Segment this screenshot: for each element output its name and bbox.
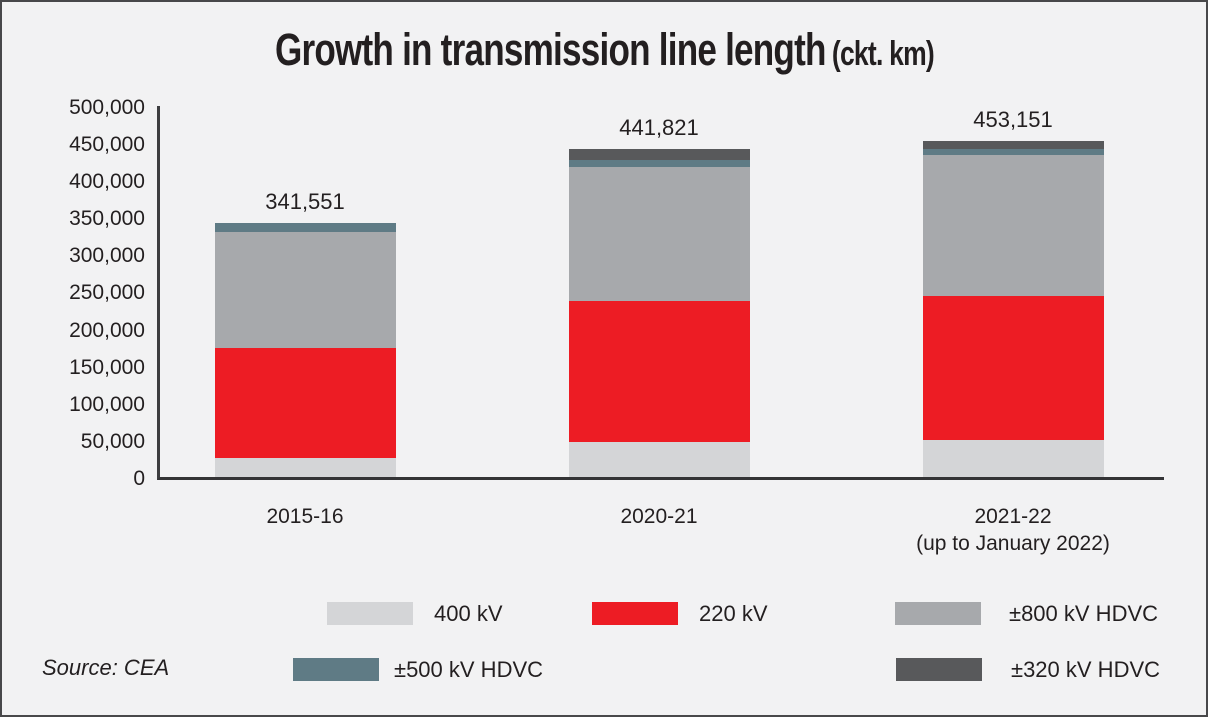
y-axis-tick-label: 100,000 [69,393,145,416]
bar-segment-±800-kv-hdvc [569,167,750,301]
legend-label-400-kv: 400 kV [434,601,503,626]
x-axis-category-line: 2020-21 [620,505,698,528]
stacked-bar-2021-22 [923,141,1104,477]
x-axis-category-label: 2015-16 [175,503,435,530]
bar-segment-±800-kv-hdvc [923,155,1104,296]
y-axis: 500,000 450,000 400,000 350,000 300,000 250,0… [22,2,145,715]
stacked-bar-2020-21 [569,149,750,477]
legend-swatch-±320-kv-hdvc [896,658,982,681]
y-axis-tick-label: 0 [133,467,145,490]
bar-segment-±500-kv-hdvc [215,223,396,232]
legend-swatch-220-kv [592,602,678,625]
y-axis-tick-label: 150,000 [69,356,145,379]
legend-swatch-±500-kv-hdvc [293,658,379,681]
bar-total-label: 453,151 [973,107,1053,132]
legend-swatch-400-kv [327,602,413,625]
bar-segment-220-kv [215,348,396,458]
x-axis-category-label: 2021-22 (up to January 2022) [883,503,1143,557]
plot-area: 341,551 441,821 453,151 [157,106,1164,480]
y-axis-tick-label: 200,000 [69,319,145,342]
y-axis-tick-label: 300,000 [69,244,145,267]
chart-title-unit: (ckt. km) [831,35,934,73]
legend-swatch-±800-kv-hdvc [895,602,981,625]
bar-segment-400-kv [215,458,396,477]
x-axis-category-line: 2015-16 [266,505,344,528]
bar-total-label: 441,821 [619,115,699,140]
x-axis-category-label: 2020-21 [529,503,789,530]
chart-title-inner: Growth in transmission line length (ckt. … [274,24,934,76]
y-axis-tick-label: 400,000 [69,170,145,193]
y-axis-tick-label: 500,000 [69,96,145,119]
x-axis-category-line: 2021-22 [974,505,1052,528]
bar-segment-220-kv [923,296,1104,440]
bar-segment-±500-kv-hdvc [569,160,750,167]
chart-title-text: Growth in transmission line length [274,24,826,75]
bar-segment-400-kv [923,440,1104,477]
y-axis-tick-label: 250,000 [69,281,145,304]
bar-segment-400-kv [569,442,750,477]
bar-segment-±800-kv-hdvc [215,232,396,348]
legend-label-±500-kv-hdvc: ±500 kV HDVC [394,657,544,682]
x-axis-category-line: (up to January 2022) [916,532,1110,555]
y-axis-tick-label: 350,000 [69,207,145,230]
bar-total-label: 341,551 [265,189,345,214]
bar-segment-±320-kv-hdvc [923,141,1104,149]
stacked-bar-2015-16 [215,223,396,477]
bar-segment-±500-kv-hdvc [923,149,1104,155]
legend-label-±800-kv-hdvc: ±800 kV HDVC [1009,601,1159,626]
bar-segment-±320-kv-hdvc [569,149,750,160]
chart-title: Growth in transmission line length (ckt. … [2,24,1206,76]
bar-segment-220-kv [569,301,750,442]
legend-label-220-kv: 220 kV [699,601,768,626]
legend-label-±320-kv-hdvc: ±320 kV HDVC [1011,657,1161,682]
source-note: Source: CEA [42,655,170,680]
y-axis-tick-label: 50,000 [80,430,145,453]
y-axis-tick-label: 450,000 [69,133,145,156]
